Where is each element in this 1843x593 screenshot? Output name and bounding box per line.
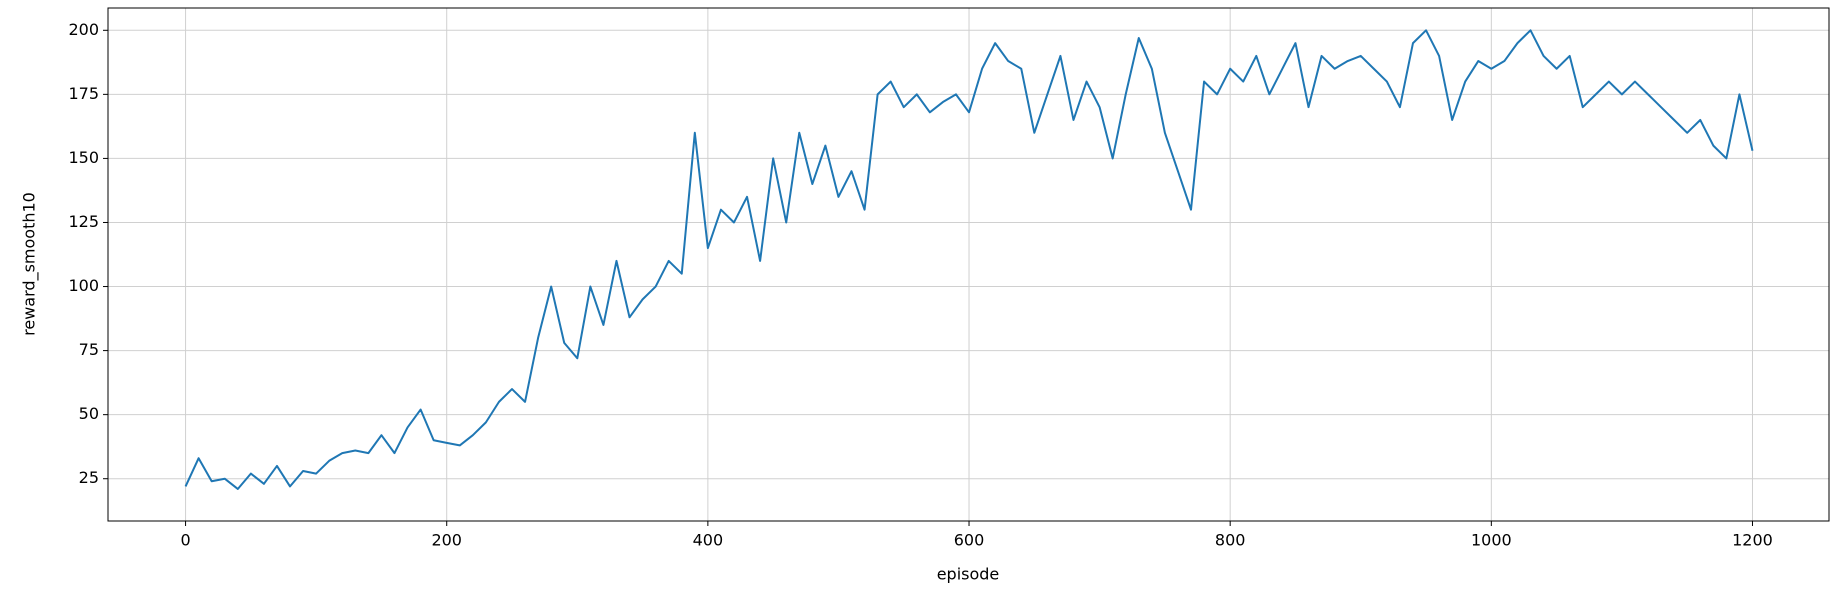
x-tick-label: 400: [693, 531, 724, 550]
y-tick-label: 125: [68, 212, 99, 231]
x-tick-label: 200: [431, 531, 462, 550]
x-tick-label: 800: [1215, 531, 1246, 550]
x-tick-label: 600: [954, 531, 985, 550]
y-axis-label: reward_smooth10: [20, 192, 40, 336]
x-tick-label: 1000: [1471, 531, 1512, 550]
y-tick-label: 25: [79, 468, 99, 487]
y-tick-label: 175: [68, 84, 99, 103]
x-tick-label: 0: [180, 531, 190, 550]
x-tick-label: 1200: [1732, 531, 1773, 550]
data-line: [184, 29, 1754, 490]
y-tick-label: 150: [68, 148, 99, 167]
x-axis-label: episode: [937, 565, 1000, 584]
y-tick-label: 100: [68, 276, 99, 295]
y-tick-label: 200: [68, 20, 99, 39]
plot-frame: [107, 7, 1830, 522]
y-tick-label: 50: [79, 404, 99, 423]
y-tick-label: 75: [79, 340, 99, 359]
